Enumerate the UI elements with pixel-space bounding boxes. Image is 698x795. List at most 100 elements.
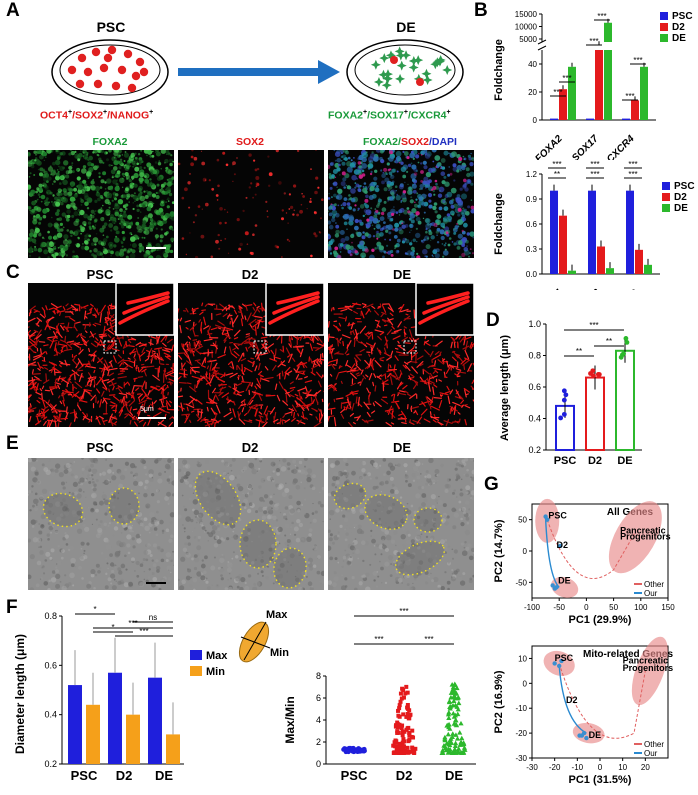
- f2-point: [401, 744, 406, 749]
- de-cell: [394, 46, 405, 57]
- b-bot-ylabel: Foldchange: [493, 193, 505, 255]
- b-top-ytick: 40: [528, 60, 537, 69]
- f2-point: [457, 742, 463, 747]
- f2-point: [448, 736, 454, 741]
- min-axis-line: [240, 636, 271, 649]
- d-ytick: 0.4: [528, 414, 541, 424]
- c-psc-mitochondria-image: [28, 283, 174, 427]
- g-ytick: 0: [523, 679, 528, 688]
- b-bot-xtick: SOX2: [576, 287, 603, 290]
- g-xtick: -100: [524, 603, 541, 612]
- f2-point: [402, 750, 407, 755]
- de-cell: [382, 73, 393, 84]
- g-our-point: [558, 543, 563, 549]
- f-bar-min: [86, 704, 100, 764]
- de-markers: FOXA2+/SOX17+/CXCR4+: [328, 109, 451, 122]
- psc-markers: OCT4+/SOX2+/NANOG+: [40, 109, 154, 122]
- psc-cell: [91, 47, 101, 57]
- f2-point: [407, 713, 412, 718]
- psc-cell: [77, 53, 87, 63]
- significance-mark: ***: [597, 12, 606, 21]
- de-cell: [378, 69, 389, 80]
- b-top-ytick: 0: [533, 116, 538, 125]
- significance-mark: *: [93, 605, 96, 614]
- f2-point: [407, 716, 412, 721]
- f2-point: [405, 711, 410, 716]
- f2-point: [451, 698, 457, 703]
- inset-mitochondrion: [122, 295, 170, 315]
- b-top-bar: [604, 22, 612, 42]
- f2-ytick: 4: [316, 715, 321, 725]
- f2-point: [440, 747, 446, 753]
- f2-point: [395, 729, 400, 734]
- significance-mark: **: [554, 170, 560, 179]
- e-de-em-image: [328, 458, 474, 590]
- g-group-label: Progenitors: [620, 532, 671, 542]
- legend-swatch: [660, 23, 668, 31]
- sox2-fluorescence-image: [178, 150, 324, 258]
- f-xtick: DE: [155, 768, 173, 783]
- f2-point: [444, 740, 450, 746]
- g-xtick: 20: [641, 763, 650, 772]
- de-cell: [395, 50, 406, 61]
- f-bar-min: [126, 714, 140, 764]
- f2-point: [458, 739, 464, 745]
- f2-point: [454, 685, 460, 691]
- legend-swatch: [662, 193, 670, 201]
- panel-letter-c: C: [6, 262, 20, 283]
- f2-point: [354, 749, 359, 754]
- f2-point: [405, 705, 410, 710]
- f2-point: [400, 733, 405, 738]
- significance-mark: ***: [562, 74, 571, 83]
- inset-mitochondrion: [268, 299, 320, 325]
- em-scale-bar: [146, 582, 166, 584]
- merge-image-label: FOXA2/SOX2/DAPI: [363, 136, 457, 148]
- inset-source-box: [253, 340, 267, 354]
- f2-point: [447, 704, 453, 710]
- d-ytick: 0.2: [528, 445, 541, 455]
- de-cell: [408, 56, 419, 67]
- b-bot-ytick: 0.9: [526, 195, 538, 204]
- e-de-label: DE: [392, 440, 412, 455]
- f-bar-max: [108, 672, 122, 764]
- f2-point: [393, 740, 398, 745]
- c-d2-label: D2: [241, 267, 259, 282]
- g-ytick: -30: [515, 754, 527, 763]
- g-group-label: D2: [566, 695, 578, 705]
- legend-label: PSC: [672, 11, 693, 22]
- b-bot-bar: [644, 264, 652, 274]
- f2-point: [450, 731, 456, 736]
- b-bot-bar: [568, 270, 576, 274]
- f2-point: [442, 745, 448, 751]
- b-top-bar: [550, 118, 558, 120]
- significance-mark: **: [576, 347, 582, 356]
- g-ytick: -20: [515, 729, 527, 738]
- g-our-point: [554, 585, 559, 590]
- g-ytick: 10: [518, 654, 527, 663]
- inset-mitochondrion: [272, 295, 320, 315]
- significance-mark: ***: [625, 92, 634, 101]
- ellipse-max-label: Max: [266, 609, 288, 621]
- de-cell: [413, 55, 424, 66]
- legend-swatch: [190, 650, 202, 660]
- psc-dish-title: PSC: [96, 19, 126, 35]
- b-top-bar: [604, 50, 612, 120]
- de-cell: [373, 76, 384, 87]
- f2-point: [450, 687, 456, 693]
- legend-label: Other: [644, 580, 664, 589]
- f2-point: [399, 726, 404, 731]
- b-top-bar: [568, 66, 576, 120]
- f2-point: [455, 706, 461, 712]
- f-ytick: 0.6: [44, 660, 57, 670]
- psc-cell: [93, 79, 103, 89]
- f2-xtick: PSC: [341, 768, 368, 783]
- b-bot-ytick: 0.6: [526, 220, 538, 229]
- psc-cell: [111, 81, 121, 91]
- b-top-xtick: SOX17: [570, 133, 601, 160]
- g-cluster-ellipse: [608, 501, 662, 574]
- f2-point: [395, 722, 400, 727]
- merge-fluorescence-image: [328, 150, 474, 258]
- psc-cell: [107, 45, 117, 55]
- f2-point: [453, 695, 459, 701]
- g-our-point: [584, 735, 589, 741]
